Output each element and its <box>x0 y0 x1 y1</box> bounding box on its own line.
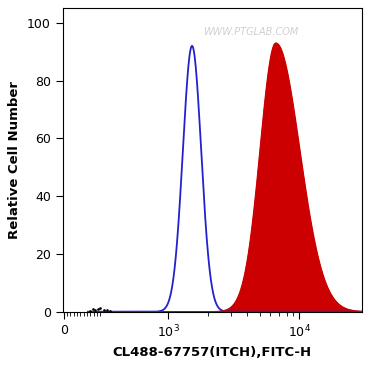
Text: WWW.PTGLAB.COM: WWW.PTGLAB.COM <box>204 26 299 37</box>
X-axis label: CL488-67757(ITCH),FITC-H: CL488-67757(ITCH),FITC-H <box>112 346 312 359</box>
Y-axis label: Relative Cell Number: Relative Cell Number <box>9 81 21 239</box>
